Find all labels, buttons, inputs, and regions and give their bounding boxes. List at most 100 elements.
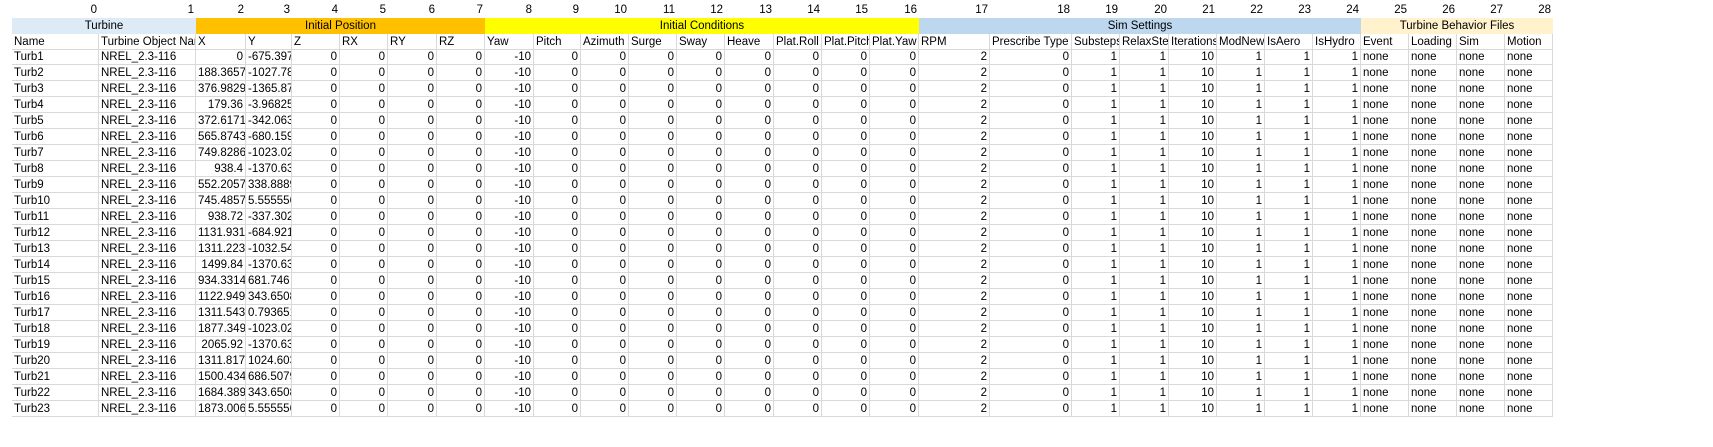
table-cell[interactable]: -10 — [485, 401, 534, 417]
table-cell[interactable]: 0 — [629, 241, 677, 257]
table-cell[interactable]: 0 — [340, 305, 388, 321]
table-cell[interactable]: 0 — [292, 385, 340, 401]
table-cell[interactable]: 0 — [677, 113, 725, 129]
table-cell[interactable]: none — [1361, 113, 1409, 129]
table-cell[interactable]: 0 — [340, 369, 388, 385]
table-cell[interactable]: 1 — [1072, 113, 1120, 129]
table-cell[interactable]: 0 — [870, 401, 919, 417]
table-cell[interactable]: Turb20 — [12, 353, 99, 369]
table-cell[interactable]: NREL_2.3-116 — [99, 305, 196, 321]
table-cell[interactable]: none — [1361, 305, 1409, 321]
table-cell[interactable]: NREL_2.3-116 — [99, 97, 196, 113]
table-cell[interactable]: 0 — [990, 401, 1072, 417]
table-cell[interactable]: 1 — [1120, 257, 1169, 273]
table-cell[interactable]: 0 — [677, 225, 725, 241]
table-cell[interactable]: Turb17 — [12, 305, 99, 321]
table-cell[interactable]: none — [1361, 289, 1409, 305]
table-cell[interactable]: 1 — [1313, 49, 1361, 65]
table-cell[interactable]: 0 — [388, 81, 437, 97]
table-cell[interactable]: 0 — [437, 97, 485, 113]
table-cell[interactable]: 0 — [725, 81, 774, 97]
table-cell[interactable]: -10 — [485, 161, 534, 177]
table-cell[interactable]: none — [1457, 49, 1505, 65]
table-cell[interactable]: 1 — [1313, 161, 1361, 177]
table-cell[interactable]: none — [1505, 145, 1553, 161]
table-cell[interactable]: 2 — [919, 369, 990, 385]
table-cell[interactable]: 0 — [581, 209, 629, 225]
table-cell[interactable]: 0 — [725, 193, 774, 209]
table-cell[interactable]: 1 — [1120, 145, 1169, 161]
column-header[interactable]: Sim — [1457, 34, 1505, 50]
table-cell[interactable]: 0 — [340, 209, 388, 225]
table-cell[interactable]: 0 — [822, 49, 870, 65]
table-cell[interactable]: 2 — [919, 49, 990, 65]
table-cell[interactable]: none — [1505, 113, 1553, 129]
table-cell[interactable]: -1370.63 — [246, 257, 292, 273]
table-cell[interactable]: 1 — [1120, 193, 1169, 209]
table-cell[interactable]: NREL_2.3-116 — [99, 337, 196, 353]
table-cell[interactable]: 0 — [534, 385, 581, 401]
table-cell[interactable]: 1 — [1120, 129, 1169, 145]
table-cell[interactable]: 1 — [1265, 385, 1313, 401]
column-header[interactable]: RX — [340, 34, 388, 50]
table-cell[interactable]: 0 — [677, 369, 725, 385]
table-cell[interactable]: 0 — [629, 305, 677, 321]
table-cell[interactable]: none — [1361, 321, 1409, 337]
table-cell[interactable]: 0 — [725, 129, 774, 145]
table-cell[interactable]: 0 — [629, 129, 677, 145]
table-cell[interactable]: 1 — [1265, 321, 1313, 337]
table-cell[interactable]: 1 — [1265, 193, 1313, 209]
table-cell[interactable]: 1 — [1265, 49, 1313, 65]
table-cell[interactable]: NREL_2.3-116 — [99, 161, 196, 177]
table-cell[interactable]: 0 — [340, 49, 388, 65]
table-cell[interactable]: none — [1505, 97, 1553, 113]
table-cell[interactable]: 2 — [919, 353, 990, 369]
table-cell[interactable]: none — [1361, 81, 1409, 97]
table-cell[interactable]: 0 — [774, 353, 822, 369]
table-cell[interactable]: 1 — [1072, 177, 1120, 193]
table-cell[interactable]: Turb18 — [12, 321, 99, 337]
table-cell[interactable]: 0 — [437, 241, 485, 257]
table-cell[interactable]: 0 — [340, 289, 388, 305]
table-cell[interactable]: none — [1409, 161, 1457, 177]
table-cell[interactable]: 0 — [774, 257, 822, 273]
table-cell[interactable]: 2 — [919, 257, 990, 273]
group-header[interactable]: Turbine — [12, 18, 196, 34]
table-cell[interactable]: 0 — [388, 257, 437, 273]
table-cell[interactable]: none — [1505, 65, 1553, 81]
table-cell[interactable]: Turb12 — [12, 225, 99, 241]
table-cell[interactable]: 1 — [1313, 273, 1361, 289]
table-cell[interactable]: 1 — [1265, 209, 1313, 225]
table-cell[interactable]: 1 — [1265, 401, 1313, 417]
table-cell[interactable]: 749.8286 — [196, 145, 246, 161]
column-header[interactable]: Plat.Roll — [774, 34, 822, 50]
table-cell[interactable]: none — [1505, 305, 1553, 321]
table-cell[interactable]: Turb2 — [12, 65, 99, 81]
table-cell[interactable]: 0 — [388, 161, 437, 177]
table-cell[interactable]: 1 — [1072, 353, 1120, 369]
table-cell[interactable]: none — [1361, 97, 1409, 113]
table-cell[interactable]: Turb1 — [12, 49, 99, 65]
table-cell[interactable]: 0 — [677, 81, 725, 97]
table-cell[interactable]: 1 — [1072, 273, 1120, 289]
table-cell[interactable]: 10 — [1169, 401, 1217, 417]
table-cell[interactable]: 1 — [1217, 209, 1265, 225]
column-header[interactable]: X — [196, 34, 246, 50]
table-cell[interactable]: none — [1361, 129, 1409, 145]
table-cell[interactable]: 1 — [1217, 289, 1265, 305]
table-cell[interactable]: 1877.349 — [196, 321, 246, 337]
table-cell[interactable]: 0 — [822, 145, 870, 161]
table-cell[interactable]: 1 — [1072, 289, 1120, 305]
table-cell[interactable]: none — [1409, 49, 1457, 65]
table-cell[interactable]: 0 — [870, 321, 919, 337]
table-cell[interactable]: 0 — [677, 401, 725, 417]
table-cell[interactable]: 1 — [1265, 353, 1313, 369]
table-cell[interactable]: 0 — [822, 337, 870, 353]
table-cell[interactable]: 0 — [292, 305, 340, 321]
table-cell[interactable]: 0 — [581, 289, 629, 305]
table-cell[interactable]: 0 — [340, 225, 388, 241]
table-cell[interactable]: 0 — [870, 193, 919, 209]
table-cell[interactable]: 0 — [990, 81, 1072, 97]
table-cell[interactable]: NREL_2.3-116 — [99, 209, 196, 225]
table-cell[interactable]: 1 — [1313, 177, 1361, 193]
